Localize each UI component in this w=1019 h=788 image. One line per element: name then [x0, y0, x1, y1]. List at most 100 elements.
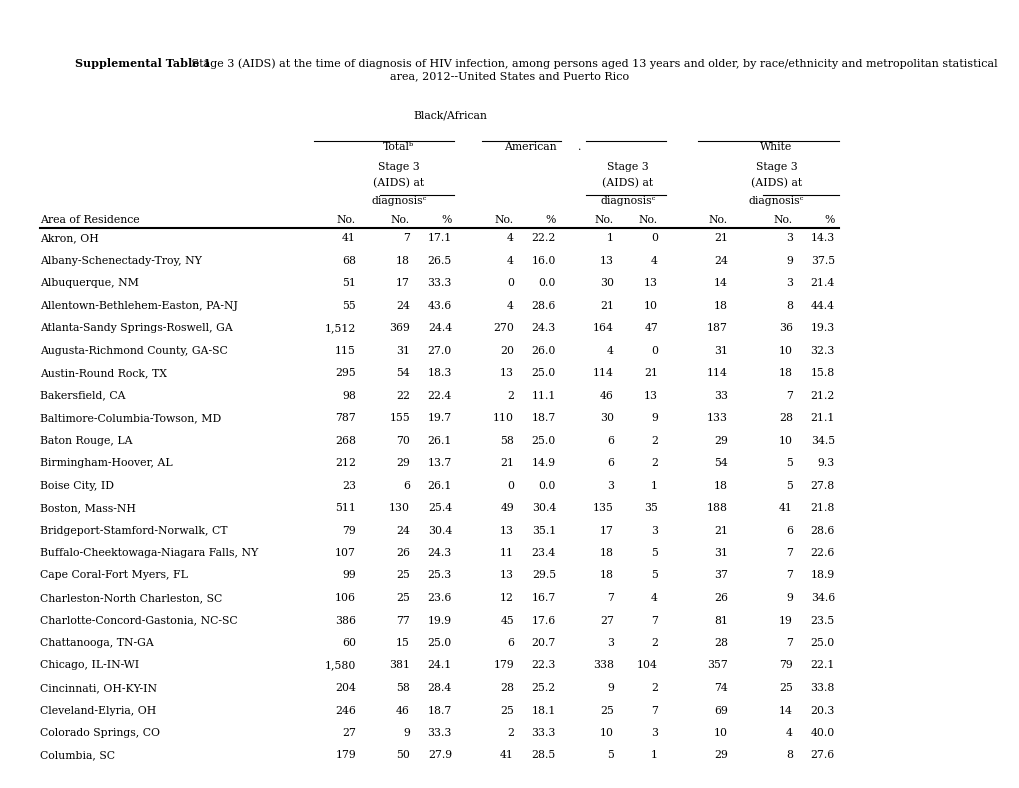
Text: Colorado Springs, CO: Colorado Springs, CO	[40, 728, 160, 738]
Text: 1: 1	[606, 233, 613, 243]
Text: 1: 1	[650, 481, 657, 490]
Text: 115: 115	[335, 345, 356, 355]
Text: 14.9: 14.9	[531, 458, 555, 468]
Text: 27: 27	[341, 728, 356, 738]
Text: Charlotte-Concord-Gastonia, NC-SC: Charlotte-Concord-Gastonia, NC-SC	[40, 615, 237, 626]
Text: No.: No.	[594, 215, 613, 225]
Text: 0.0: 0.0	[538, 481, 555, 490]
Text: 46: 46	[599, 391, 613, 400]
Text: 16.0: 16.0	[531, 255, 555, 266]
Text: %: %	[441, 215, 451, 225]
Text: area, 2012--United States and Puerto Rico: area, 2012--United States and Puerto Ric…	[390, 71, 629, 81]
Text: 25.4: 25.4	[427, 503, 451, 513]
Text: 25.0: 25.0	[531, 368, 555, 378]
Text: Charleston-North Charleston, SC: Charleston-North Charleston, SC	[40, 593, 222, 603]
Text: 20: 20	[499, 345, 514, 355]
Text: 34.5: 34.5	[810, 436, 835, 445]
Text: 14: 14	[713, 278, 728, 288]
Text: Stage 3 (AIDS) at the time of diagnosis of HIV infection, among persons aged 13 : Stage 3 (AIDS) at the time of diagnosis …	[187, 58, 997, 69]
Text: 0: 0	[506, 278, 514, 288]
Text: 4: 4	[506, 233, 514, 243]
Text: 133: 133	[706, 413, 728, 423]
Text: 46: 46	[395, 705, 410, 716]
Text: 104: 104	[637, 660, 657, 671]
Text: 30: 30	[599, 413, 613, 423]
Text: 33.8: 33.8	[810, 683, 835, 693]
Text: 21.4: 21.4	[810, 278, 835, 288]
Text: Supplemental Table 1: Supplemental Table 1	[75, 58, 211, 69]
Text: 24.4: 24.4	[427, 323, 451, 333]
Text: 58: 58	[395, 683, 410, 693]
Text: 21: 21	[713, 526, 728, 536]
Text: 16.7: 16.7	[531, 593, 555, 603]
Text: 204: 204	[335, 683, 356, 693]
Text: 79: 79	[342, 526, 356, 536]
Text: 32.3: 32.3	[810, 345, 835, 355]
Text: 18: 18	[599, 571, 613, 581]
Text: Chattanooga, TN-GA: Chattanooga, TN-GA	[40, 638, 154, 648]
Text: 15: 15	[395, 638, 410, 648]
Text: 68: 68	[341, 255, 356, 266]
Text: 81: 81	[713, 615, 728, 626]
Text: 1,512: 1,512	[324, 323, 356, 333]
Text: 29: 29	[713, 750, 728, 760]
Text: 246: 246	[335, 705, 356, 716]
Text: 10: 10	[713, 728, 728, 738]
Text: 24.3: 24.3	[531, 323, 555, 333]
Text: Stage 3: Stage 3	[755, 162, 797, 172]
Text: 110: 110	[492, 413, 514, 423]
Text: 29.5: 29.5	[531, 571, 555, 581]
Text: 5: 5	[650, 548, 657, 558]
Text: 22: 22	[395, 391, 410, 400]
Text: 31: 31	[713, 345, 728, 355]
Text: 381: 381	[388, 660, 410, 671]
Text: 22.2: 22.2	[531, 233, 555, 243]
Text: 37.5: 37.5	[810, 255, 835, 266]
Text: Augusta-Richmond County, GA-SC: Augusta-Richmond County, GA-SC	[40, 345, 227, 355]
Text: 54: 54	[395, 368, 410, 378]
Text: No.: No.	[638, 215, 657, 225]
Text: 0: 0	[650, 345, 657, 355]
Text: 58: 58	[499, 436, 514, 445]
Text: 47: 47	[644, 323, 657, 333]
Text: 17: 17	[599, 526, 613, 536]
Text: 25: 25	[779, 683, 792, 693]
Text: No.: No.	[708, 215, 728, 225]
Text: 27.0: 27.0	[427, 345, 451, 355]
Text: 295: 295	[335, 368, 356, 378]
Text: White: White	[759, 142, 792, 152]
Text: 50: 50	[395, 750, 410, 760]
Text: 18.7: 18.7	[531, 413, 555, 423]
Text: 33.3: 33.3	[531, 728, 555, 738]
Text: 357: 357	[706, 660, 728, 671]
Text: 2: 2	[650, 638, 657, 648]
Text: 51: 51	[341, 278, 356, 288]
Text: 24: 24	[395, 300, 410, 310]
Text: 11.1: 11.1	[531, 391, 555, 400]
Text: Black/African: Black/African	[413, 110, 486, 120]
Text: Cape Coral-Fort Myers, FL: Cape Coral-Fort Myers, FL	[40, 571, 187, 581]
Text: 25.0: 25.0	[531, 436, 555, 445]
Text: 77: 77	[395, 615, 410, 626]
Text: 25: 25	[499, 705, 514, 716]
Text: 3: 3	[650, 526, 657, 536]
Text: 27: 27	[599, 615, 613, 626]
Text: 511: 511	[335, 503, 356, 513]
Text: 5: 5	[786, 458, 792, 468]
Text: 6: 6	[786, 526, 792, 536]
Text: 19: 19	[779, 615, 792, 626]
Text: 45: 45	[499, 615, 514, 626]
Text: 7: 7	[786, 571, 792, 581]
Text: 0: 0	[506, 481, 514, 490]
Text: 8: 8	[786, 750, 792, 760]
Text: 33.3: 33.3	[427, 728, 451, 738]
Text: 3: 3	[606, 638, 613, 648]
Text: 36: 36	[779, 323, 792, 333]
Text: diagnosisᶜ: diagnosisᶜ	[748, 196, 803, 206]
Text: 21: 21	[643, 368, 657, 378]
Text: 17: 17	[395, 278, 410, 288]
Text: Boise City, ID: Boise City, ID	[40, 481, 114, 490]
Text: 18: 18	[713, 300, 728, 310]
Text: 17.1: 17.1	[427, 233, 451, 243]
Text: Birmingham-Hoover, AL: Birmingham-Hoover, AL	[40, 458, 172, 468]
